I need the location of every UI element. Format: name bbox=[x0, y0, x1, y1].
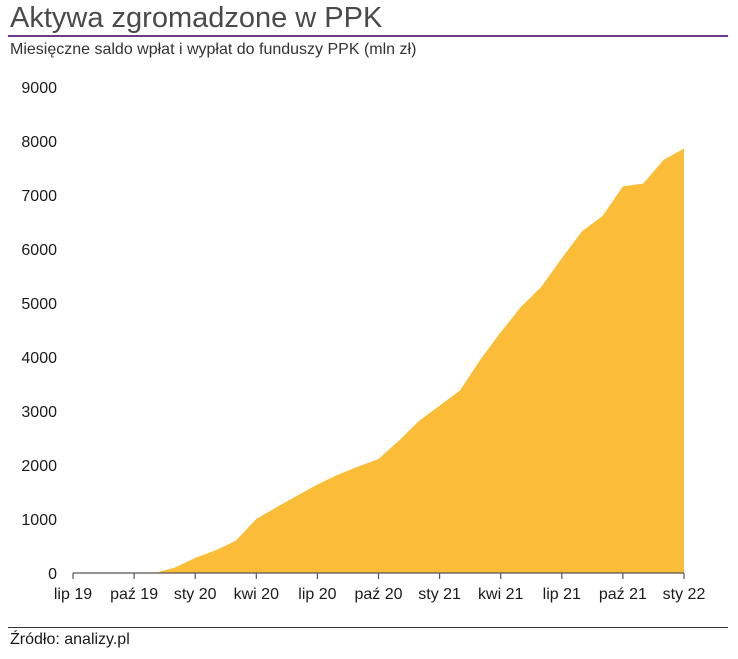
x-axis bbox=[72, 572, 685, 579]
title-divider bbox=[8, 35, 728, 37]
source-note: Źródło: analizy.pl bbox=[10, 631, 130, 648]
y-tick-label: 7000 bbox=[21, 188, 57, 205]
y-tick-label: 8000 bbox=[21, 134, 57, 151]
x-axis-tick-labels: lip 19 paź 19 sty 20 kwi 20 lip 20 paź 20 sty … bbox=[54, 586, 706, 603]
y-tick-label: 9000 bbox=[21, 80, 57, 97]
y-tick-label: 3000 bbox=[21, 404, 57, 421]
source-divider bbox=[8, 627, 728, 628]
x-tick-label: lip 19 bbox=[54, 586, 92, 603]
y-tick-label: 2000 bbox=[21, 458, 57, 475]
x-tick-label: paź 21 bbox=[599, 586, 647, 603]
y-tick-label: 0 bbox=[48, 566, 57, 583]
x-tick-label: sty 20 bbox=[174, 586, 217, 603]
y-tick-label: 4000 bbox=[21, 350, 57, 367]
y-tick-label: 5000 bbox=[21, 296, 57, 313]
x-tick-label: lip 20 bbox=[298, 586, 336, 603]
page-title: Aktywa zgromadzone w PPK bbox=[10, 2, 383, 34]
plot-area bbox=[73, 148, 684, 573]
x-tick-label: kwi 21 bbox=[478, 586, 523, 603]
x-tick-label: kwi 20 bbox=[234, 586, 279, 603]
y-tick-label: 1000 bbox=[21, 512, 57, 529]
x-tick-label: paź 19 bbox=[110, 586, 158, 603]
y-axis-tick-labels: 0 1000 2000 3000 4000 5000 6000 7000 8000 9000 bbox=[21, 80, 57, 583]
area-series bbox=[73, 148, 684, 573]
x-tick-label: sty 22 bbox=[663, 586, 706, 603]
x-tick-label: lip 21 bbox=[543, 586, 581, 603]
x-tick-label: paź 20 bbox=[354, 586, 402, 603]
chart-subtitle: Miesięczne saldo wpłat i wypłat do fundu… bbox=[10, 41, 417, 58]
x-tick-label: sty 21 bbox=[418, 586, 461, 603]
y-tick-label: 6000 bbox=[21, 242, 57, 259]
